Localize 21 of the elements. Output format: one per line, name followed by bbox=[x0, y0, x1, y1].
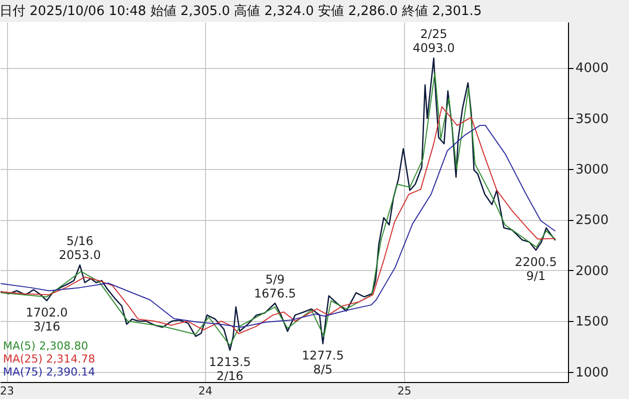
y-tick-label: 1500 bbox=[576, 314, 609, 330]
annotation: 5/16 2053.0 bbox=[58, 234, 101, 262]
x-tick-label: 25 bbox=[397, 384, 412, 398]
x-tick-label: 23 bbox=[0, 384, 14, 398]
annotation: 2/25 4093.0 bbox=[412, 27, 455, 56]
y-tick-label: 4000 bbox=[576, 61, 609, 76]
y-tick-label: 2500 bbox=[576, 213, 609, 228]
y-tick-label: 1000 bbox=[576, 365, 609, 380]
text: MA(5) 2,308.80 bbox=[3, 340, 88, 352]
chart-title: 日付 2025/10/06 10:48 始値 2,305.0 高値 2,324.0 安値 2,286.0 終値 2,301.5 bbox=[0, 3, 482, 19]
y-tick-label: 2000 bbox=[576, 264, 609, 279]
annotation: 1277.5 8/5 bbox=[302, 348, 344, 377]
x-tick-label: 24 bbox=[198, 384, 212, 398]
annotation: 1702.0 3/16 bbox=[26, 306, 68, 334]
annotation: 2200.5 9/1 bbox=[514, 255, 557, 284]
y-tick-label: 3500 bbox=[576, 112, 609, 127]
annotation: 1213.5 2/16 bbox=[208, 355, 251, 384]
y-tick-label: 3000 bbox=[576, 162, 609, 178]
text: MA(75) 2,390.14 bbox=[3, 366, 96, 378]
text: MA(25) 2,314.78 bbox=[3, 352, 96, 366]
annotation: 5/9 1676.5 bbox=[254, 272, 296, 300]
